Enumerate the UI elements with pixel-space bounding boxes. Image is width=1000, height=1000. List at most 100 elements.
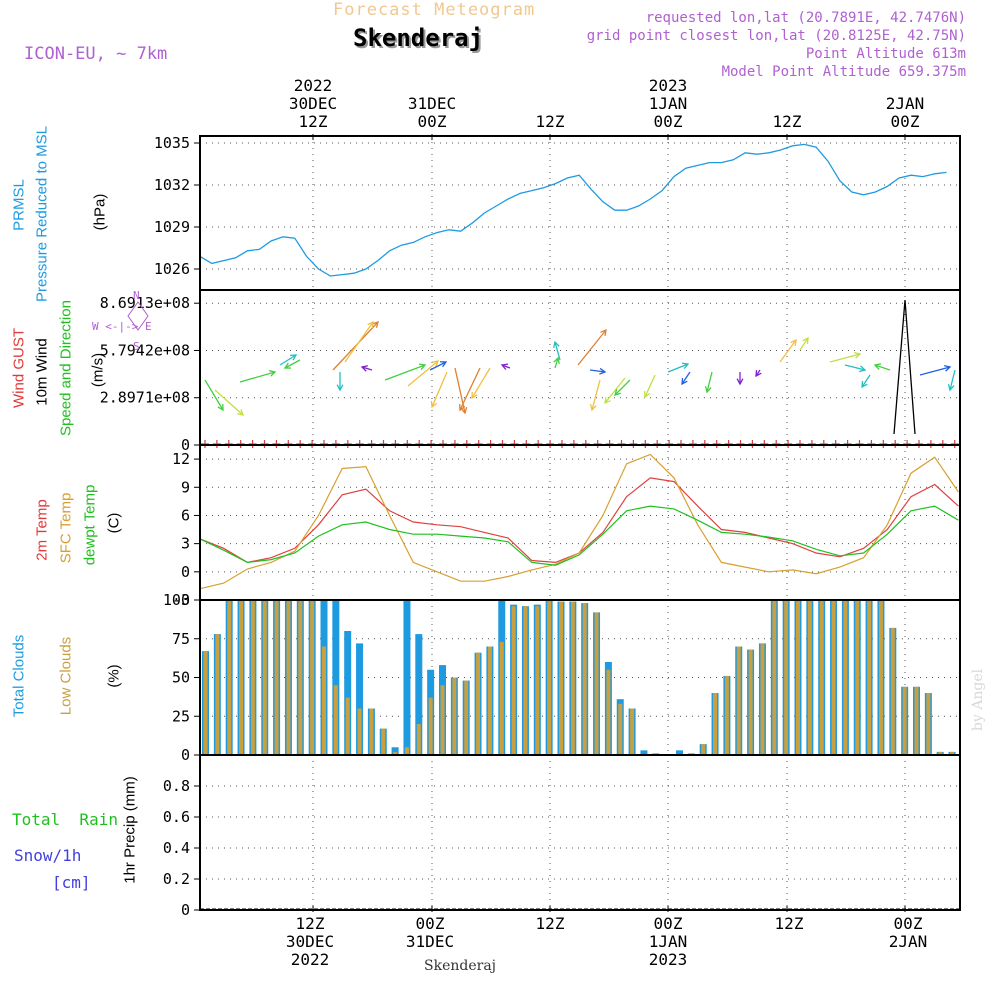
compass-we: W <-|-> E xyxy=(92,320,152,333)
requested-coords: requested lon,lat (20.7891E, 42.7476N) xyxy=(645,10,966,26)
bottom-year-1: 2022 xyxy=(290,950,330,969)
cloud-low-bar xyxy=(902,686,907,754)
top-day-6: 2JAN xyxy=(885,94,925,113)
cloud-low-bar xyxy=(606,669,611,754)
temp-2m-line xyxy=(199,477,959,564)
panel-frame xyxy=(199,754,961,911)
cloud-low-bar xyxy=(404,747,409,754)
ytick-label: 3 xyxy=(181,535,190,553)
wind-arrow-head xyxy=(681,377,688,386)
cloud-low-bar xyxy=(416,724,421,754)
wind-arrow xyxy=(554,357,559,369)
wind-arrow xyxy=(361,366,373,371)
bottom-day-6: 2JAN xyxy=(888,932,928,951)
panel-frame xyxy=(199,289,961,446)
cloud-low-bar xyxy=(878,600,883,754)
wind-arrow-head xyxy=(599,367,607,375)
wind-arrow xyxy=(874,364,891,371)
bottom-day-1: 30DEC xyxy=(285,932,335,951)
wind-arrow xyxy=(554,341,561,361)
wind-arrow-head xyxy=(431,360,440,367)
wind-arrow xyxy=(604,377,626,404)
top-hour-1: 12Z xyxy=(298,112,328,131)
bottom-day-2: 31DEC xyxy=(405,932,455,951)
ytick-label: 0.6 xyxy=(163,808,190,826)
ytick-label: 6 xyxy=(181,506,190,524)
header-meta: requested lon,lat (20.7891E, 42.7476N) g… xyxy=(587,9,966,81)
ytick-label: 5.7942e+08 xyxy=(100,341,190,359)
wind-arrow-head xyxy=(604,396,611,405)
wind-arrow-head xyxy=(269,370,277,377)
cloud-low-bar xyxy=(215,634,220,754)
model-label: ICON-EU, ~ 7km xyxy=(24,44,168,64)
cloud-total-bar xyxy=(676,750,683,754)
wind-arrow-head xyxy=(944,364,952,372)
wind-arrow-head xyxy=(460,407,468,415)
ytick-label: 0 xyxy=(181,746,190,764)
ytick-label: 100 xyxy=(163,591,190,609)
ytick-label: -3 xyxy=(172,591,190,609)
wind-arrow-head xyxy=(704,386,712,394)
cloud-low-bar xyxy=(464,680,469,754)
p5-label-cm: [cm] xyxy=(52,873,91,892)
cloud-total-bar xyxy=(356,643,364,754)
cloud-low-bar xyxy=(499,641,504,754)
wind-arrow xyxy=(829,353,861,363)
wind-arrow-head xyxy=(589,404,597,412)
cloud-total-bar xyxy=(403,600,411,754)
cloud-low-bar xyxy=(724,675,729,754)
wind-arrow xyxy=(239,371,276,383)
cloud-low-bar xyxy=(938,751,943,754)
wind-arrow-head xyxy=(430,400,438,409)
p5-label-snow: Snow/1h xyxy=(14,846,82,865)
wind-arrow xyxy=(214,389,244,416)
cloud-low-bar xyxy=(298,600,303,754)
clouds-panel: 100 75 50 25 0 xyxy=(163,591,960,764)
cloud-total-bar xyxy=(687,753,695,754)
wind-arrow xyxy=(429,361,447,371)
cloud-low-bar xyxy=(772,600,777,754)
temp-sfc-line xyxy=(199,453,959,590)
cloud-total-bar xyxy=(640,750,648,754)
wind-arrow xyxy=(614,379,631,396)
wind-arrow-head xyxy=(802,336,809,345)
wind-arrow-head xyxy=(367,320,374,329)
compass-diamond xyxy=(127,301,149,331)
wind-arrow-head xyxy=(873,363,882,370)
wind-arrow-head xyxy=(500,363,509,370)
point-altitude: Point Altitude 613m xyxy=(805,46,966,62)
wind-arrow-head xyxy=(283,362,292,369)
wind-arrow xyxy=(279,354,297,366)
cloud-low-bar xyxy=(476,652,481,754)
wind-arrow-head xyxy=(336,384,344,392)
cloud-total-bar xyxy=(344,631,352,754)
cloud-low-bar xyxy=(523,606,528,754)
cloud-low-bar xyxy=(333,685,338,754)
wind-arrow xyxy=(471,367,491,399)
wind-arrow-head xyxy=(859,365,867,373)
top-year-1: 2022 xyxy=(293,76,333,95)
wind-arrow xyxy=(844,364,866,371)
cloud-low-bar xyxy=(926,693,931,754)
bottom-hour-4: 00Z xyxy=(653,914,683,933)
cloud-low-bar xyxy=(322,646,326,754)
wind-arrow-head xyxy=(289,354,298,361)
cloud-low-bar xyxy=(819,600,824,754)
cloud-low-bar xyxy=(310,600,315,754)
wind-arrow xyxy=(667,363,689,373)
ytick-label: 8.6913e+08 xyxy=(100,294,190,312)
wind-arrow xyxy=(501,364,511,369)
top-day-1: 30DEC xyxy=(288,94,338,113)
wind-arrow xyxy=(577,329,607,366)
wind-arrow xyxy=(589,369,606,373)
wind-arrow xyxy=(344,321,374,363)
cloud-low-bar xyxy=(511,606,516,754)
wind-arrow xyxy=(431,371,448,408)
cloud-low-bar xyxy=(393,751,398,754)
cloud-low-bar xyxy=(345,697,350,754)
cloud-low-bar xyxy=(547,600,552,754)
cloud-total-bar xyxy=(652,753,660,754)
ytick-label: 0 xyxy=(181,901,190,919)
top-hour-6: 00Z xyxy=(890,112,920,131)
cloud-low-bar xyxy=(369,708,374,754)
